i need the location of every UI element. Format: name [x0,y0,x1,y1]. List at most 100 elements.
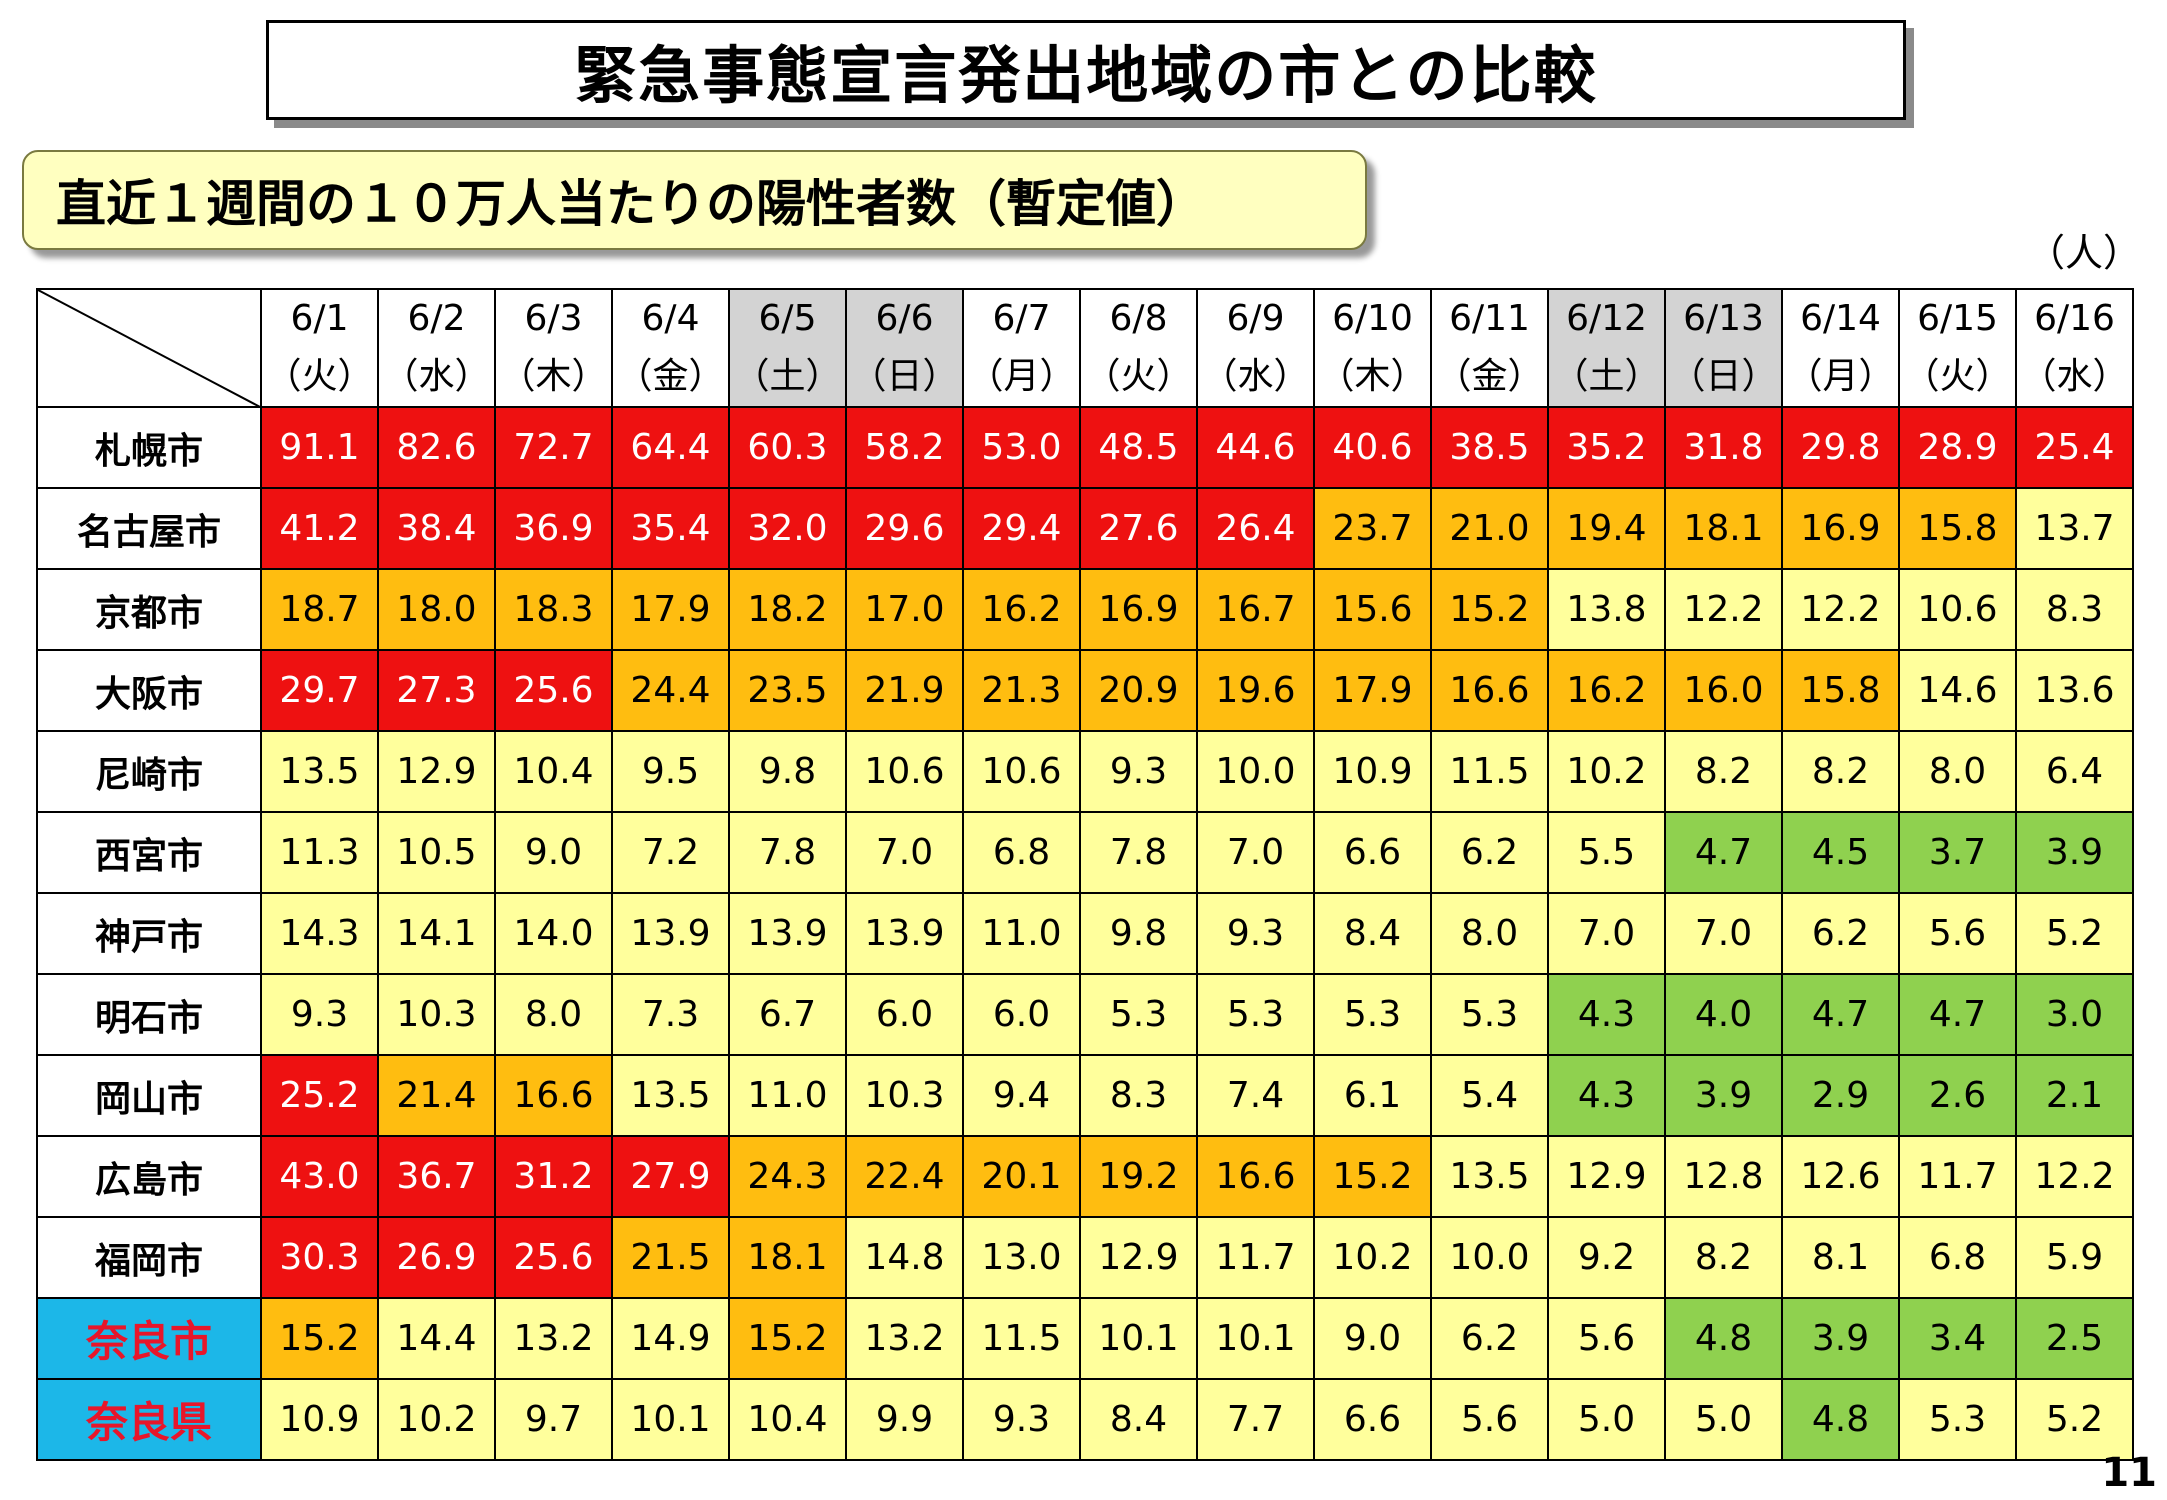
page-number: 11 [2101,1450,2157,1496]
table-cell: 9.7 [494,1378,613,1461]
column-weekday: （日） [1669,356,1778,397]
table-cell: 10.5 [377,811,496,894]
table-cell: 16.0 [1664,649,1783,732]
table-cell: 5.0 [1664,1378,1783,1461]
table-cell: 10.6 [1898,568,2017,651]
column-header: 6/14 （月） [1781,288,1900,408]
table-cell: 10.3 [377,973,496,1056]
table-cell: 4.8 [1781,1378,1900,1461]
table-row: 神戸市 14.3 14.1 14.0 13.9 13.9 13.9 11.0 9.8 9.3 8.4… [36,892,2134,975]
table-cell: 9.2 [1547,1216,1666,1299]
table-cell: 13.5 [1430,1135,1549,1218]
column-weekday: （水） [2020,356,2129,397]
column-weekday: （金） [616,356,725,397]
table-cell: 31.2 [494,1135,613,1218]
table-cell: 16.7 [1196,568,1315,651]
table-cell: 18.3 [494,568,613,651]
page-title: 緊急事態宣言発出地域の市との比較 [266,20,1906,120]
table-cell: 13.6 [2015,649,2134,732]
table-cell: 20.9 [1079,649,1198,732]
table-cell: 16.2 [962,568,1081,651]
table-cell: 13.2 [845,1297,964,1380]
table-cell: 16.9 [1781,487,1900,570]
table-cell: 8.3 [2015,568,2134,651]
table-cell: 7.7 [1196,1378,1315,1461]
table-cell: 44.6 [1196,406,1315,489]
table-cell: 6.1 [1313,1054,1432,1137]
table-cell: 6.2 [1430,1297,1549,1380]
table-cell: 13.9 [611,892,730,975]
column-header: 6/12 （土） [1547,288,1666,408]
table-cell: 7.8 [728,811,847,894]
table-cell: 12.2 [2015,1135,2134,1218]
column-weekday: （水） [382,356,491,397]
table-row: 奈良県 10.9 10.2 9.7 10.1 10.4 9.9 9.3 8.4 7.7 6.6 5.6… [36,1378,2134,1461]
table-cell: 26.4 [1196,487,1315,570]
table-cell: 2.6 [1898,1054,2017,1137]
chart-subtitle: 直近１週間の１０万人当たりの陽性者数（暫定値） [22,150,1367,250]
table-cell: 43.0 [260,1135,379,1218]
table-cell: 18.2 [728,568,847,651]
table-cell: 6.2 [1430,811,1549,894]
table-cell: 3.4 [1898,1297,2017,1380]
table-cell: 10.6 [845,730,964,813]
column-header: 6/10 （木） [1313,288,1432,408]
table-row: 名古屋市 41.2 38.4 36.9 35.4 32.0 29.6 29.4 27.6 26.4… [36,487,2134,570]
table-cell: 10.1 [1196,1297,1315,1380]
column-header: 6/4 （金） [611,288,730,408]
table-cell: 22.4 [845,1135,964,1218]
table-cell: 14.6 [1898,649,2017,732]
table-row: 明石市 9.3 10.3 8.0 7.3 6.7 6.0 6.0 5.3 5.3 5.3 5.3 4.3… [36,973,2134,1056]
table-cell: 21.9 [845,649,964,732]
table-cell: 18.1 [1664,487,1783,570]
table-cell: 27.6 [1079,487,1198,570]
table-cell: 5.3 [1898,1378,2017,1461]
table-cell: 10.6 [962,730,1081,813]
table-cell: 10.2 [377,1378,496,1461]
column-date: 6/9 [1226,298,1285,339]
table-cell: 9.9 [845,1378,964,1461]
column-date: 6/14 [1800,298,1881,339]
column-header: 6/15 （火） [1898,288,2017,408]
table-cell: 12.8 [1664,1135,1783,1218]
table-cell: 7.3 [611,973,730,1056]
table-row: 札幌市 91.1 82.6 72.7 64.4 60.3 58.2 53.0 48.5 44.6 4… [36,406,2134,489]
column-date: 6/6 [875,298,934,339]
table-cell: 11.7 [1196,1216,1315,1299]
table-cell: 9.3 [962,1378,1081,1461]
table-cell: 8.0 [1430,892,1549,975]
column-weekday: （火） [1903,356,2012,397]
table-cell: 17.0 [845,568,964,651]
table-cell: 15.2 [728,1297,847,1380]
table-cell: 11.7 [1898,1135,2017,1218]
column-date: 6/5 [758,298,817,339]
table-cell: 72.7 [494,406,613,489]
table-cell: 19.4 [1547,487,1666,570]
table-cell: 5.6 [1430,1378,1549,1461]
table-cell: 11.3 [260,811,379,894]
table-cell: 10.2 [1313,1216,1432,1299]
table-cell: 12.9 [377,730,496,813]
column-date: 6/8 [1109,298,1168,339]
column-weekday: （木） [1318,356,1427,397]
table-cell: 3.0 [2015,973,2134,1056]
column-weekday: （木） [499,356,608,397]
column-header: 6/9 （水） [1196,288,1315,408]
table-cell: 8.0 [494,973,613,1056]
column-date: 6/2 [407,298,466,339]
table-cell: 9.0 [1313,1297,1432,1380]
table-cell: 10.4 [728,1378,847,1461]
table-cell: 8.4 [1313,892,1432,975]
row-label: 奈良市 [36,1297,262,1380]
table-cell: 9.5 [611,730,730,813]
table-cell: 11.5 [962,1297,1081,1380]
table-row: 京都市 18.7 18.0 18.3 17.9 18.2 17.0 16.2 16.9 16.7 1… [36,568,2134,651]
table-cell: 21.4 [377,1054,496,1137]
table-cell: 10.1 [611,1378,730,1461]
table-cell: 10.0 [1196,730,1315,813]
table-cell: 6.8 [1898,1216,2017,1299]
table-cell: 25.6 [494,649,613,732]
column-header: 6/5 （土） [728,288,847,408]
table-cell: 15.6 [1313,568,1432,651]
column-header: 6/11 （金） [1430,288,1549,408]
